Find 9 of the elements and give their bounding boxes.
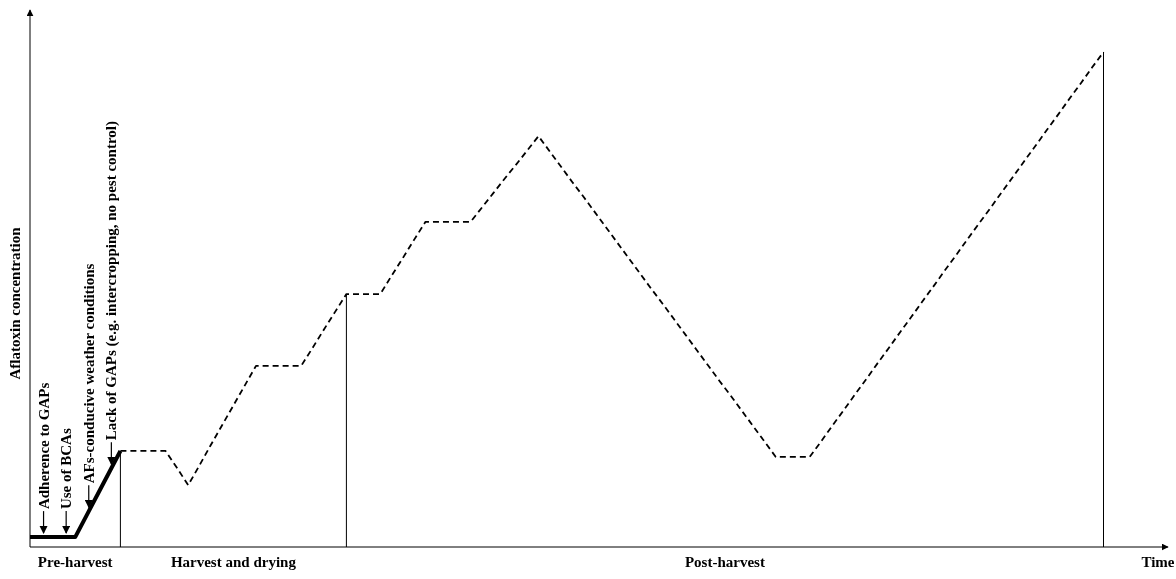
annotation: Use of BCAs bbox=[58, 428, 75, 510]
text: Pre-harvest bbox=[37, 554, 113, 570]
annotation: Adherence to GAPs bbox=[35, 382, 52, 510]
x-axis-title: Time bbox=[1141, 554, 1175, 570]
annotation: AFs-conducive weather conditions bbox=[80, 263, 97, 484]
y-axis-title: Aflatoxin concentration bbox=[7, 226, 23, 380]
annotation: Lack of GAPs (e.g. intercropping, no pest control) bbox=[103, 121, 121, 441]
text: Post-harvest bbox=[684, 554, 765, 570]
text: Harvest and drying bbox=[170, 554, 297, 570]
